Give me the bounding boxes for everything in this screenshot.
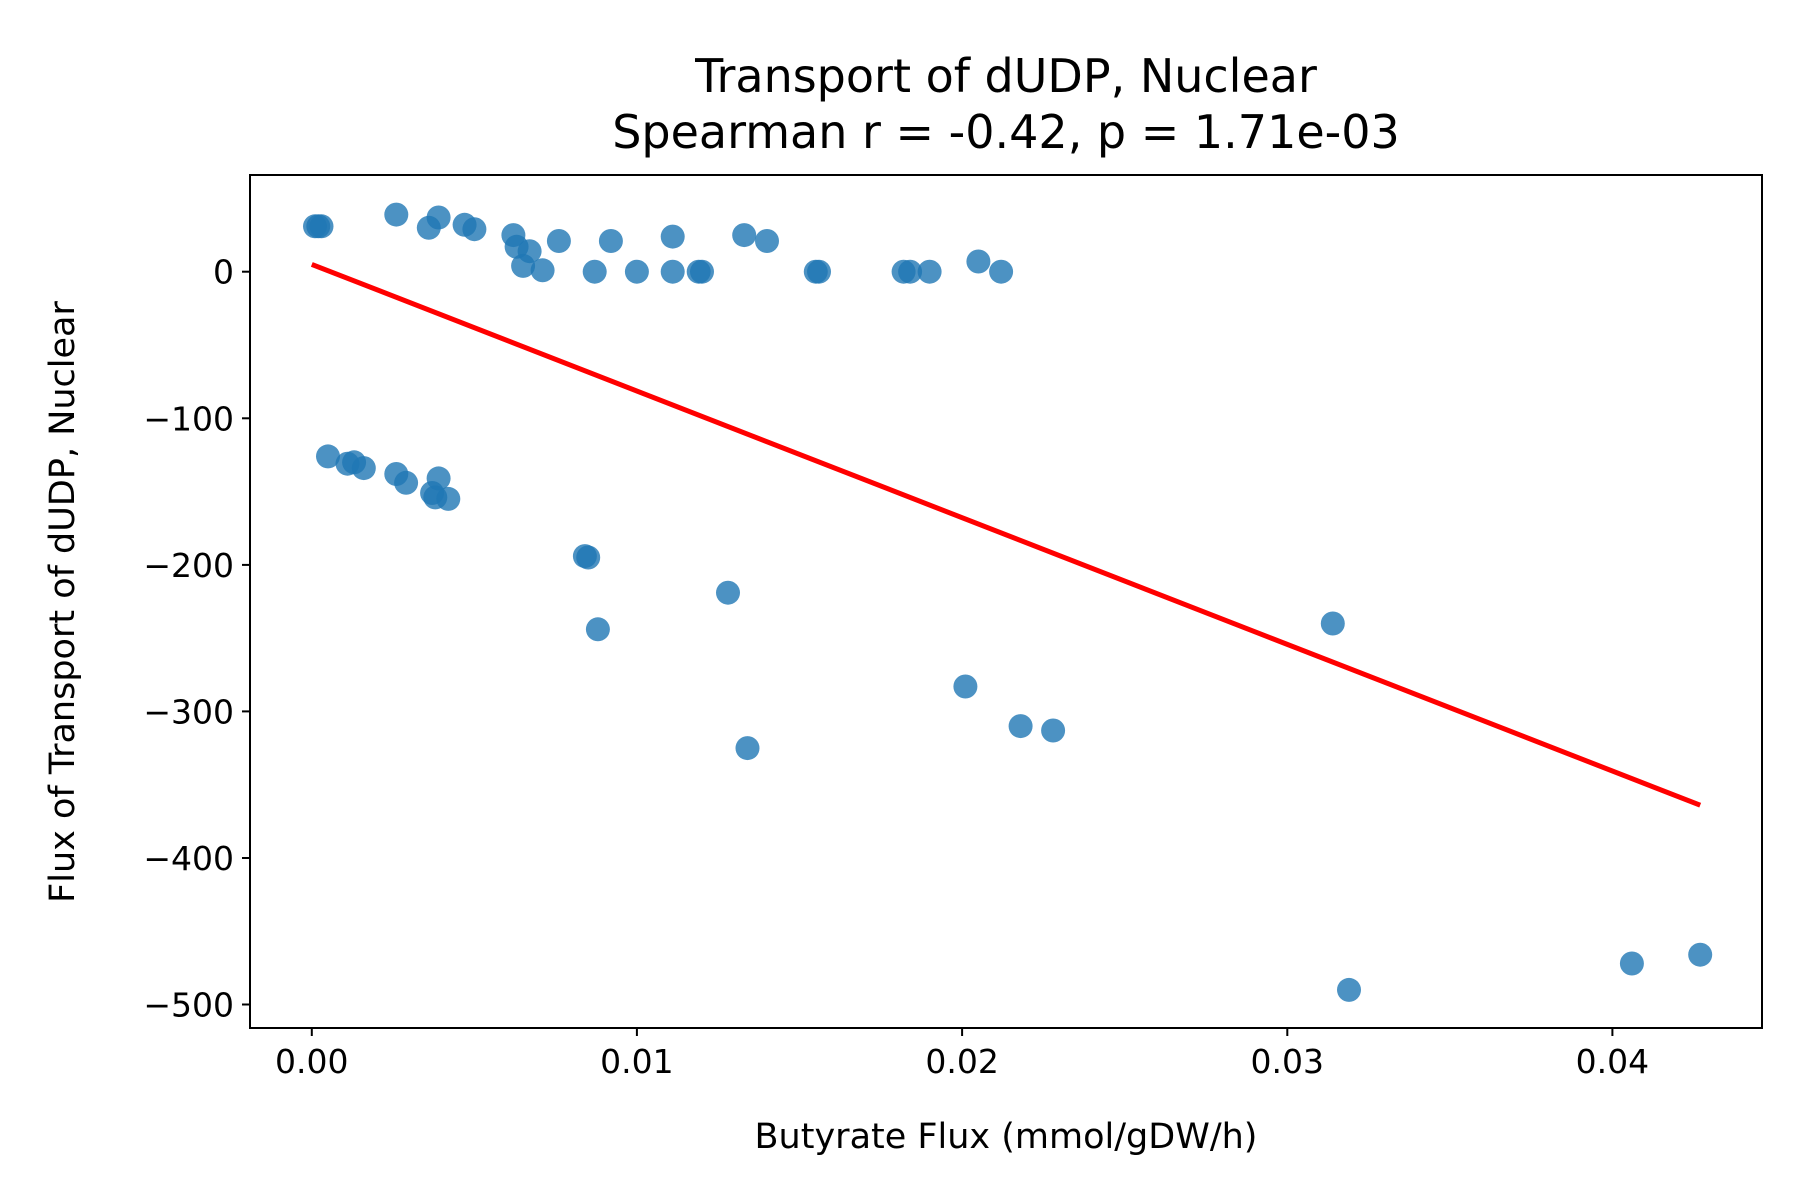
y-axis: 0 −100 −200 −300 −400 −500	[143, 253, 250, 1025]
data-point	[898, 259, 923, 284]
data-point	[1619, 951, 1644, 976]
data-point	[351, 456, 376, 481]
y-tick-label: −200	[143, 546, 234, 585]
data-point	[690, 259, 714, 284]
data-point	[426, 205, 451, 230]
data-point	[316, 444, 340, 469]
data-point	[426, 466, 451, 491]
y-tick-label: −500	[143, 986, 234, 1025]
data-point	[436, 486, 461, 511]
x-tick-label: 0.02	[925, 1042, 998, 1081]
chart-title: Transport of dUDP, Nuclear	[694, 49, 1317, 103]
data-point	[384, 202, 409, 227]
data-point	[917, 259, 942, 284]
data-point	[462, 217, 487, 242]
x-tick-label: 0.00	[275, 1042, 348, 1081]
data-point	[1008, 714, 1033, 739]
data-point	[598, 229, 623, 253]
data-point	[624, 259, 649, 284]
y-tick-label: −400	[143, 839, 234, 878]
data-point	[309, 214, 334, 239]
data-point	[576, 545, 601, 570]
data-point	[511, 253, 536, 278]
data-point	[735, 736, 760, 761]
x-tick-label: 0.01	[600, 1042, 673, 1081]
data-point	[394, 470, 419, 495]
data-point	[660, 224, 685, 249]
data-point	[1337, 977, 1361, 1002]
data-point	[1041, 718, 1066, 743]
y-tick-label: −300	[143, 692, 234, 731]
plot-frame	[249, 174, 1763, 1029]
data-point	[807, 259, 831, 284]
x-axis-label: Butyrate Flux (mmol/gDW/h)	[755, 1117, 1258, 1157]
data-point	[582, 259, 607, 284]
data-point	[660, 259, 685, 284]
x-tick-label: 0.03	[1251, 1042, 1324, 1081]
data-point	[953, 674, 978, 699]
data-point	[1320, 611, 1345, 636]
plot-area	[303, 202, 1713, 1002]
data-point	[716, 580, 740, 605]
y-tick-label: 0	[213, 253, 234, 292]
y-tick-label: −100	[143, 399, 234, 438]
y-axis-label: Flux of Transport of dUDP, Nuclear	[43, 300, 83, 902]
data-point	[755, 229, 779, 253]
chart-subtitle: Spearman r = -0.42, p = 1.71e-03	[612, 105, 1400, 159]
data-point	[585, 617, 610, 642]
data-point	[530, 258, 555, 283]
x-axis: 0.00 0.01 0.02 0.03 0.04	[275, 1028, 1649, 1081]
regression-line	[310, 262, 1702, 808]
data-point	[1688, 942, 1713, 967]
data-point	[546, 229, 571, 253]
data-point	[966, 249, 991, 274]
data-point	[732, 223, 757, 248]
x-tick-label: 0.04	[1576, 1042, 1649, 1081]
data-point	[989, 259, 1014, 284]
